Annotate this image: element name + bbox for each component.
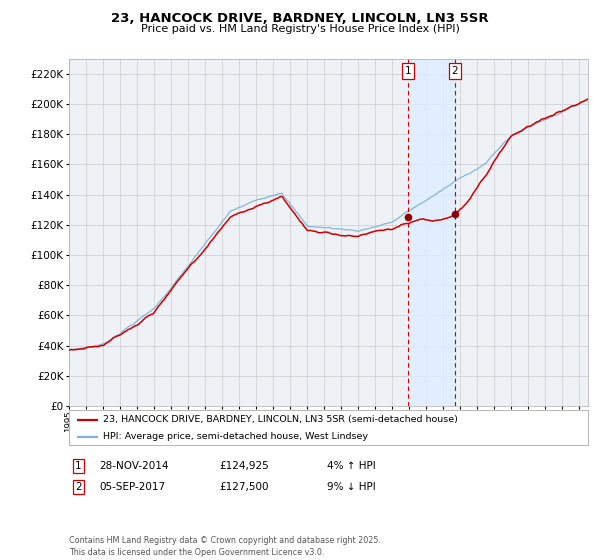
Text: 23, HANCOCK DRIVE, BARDNEY, LINCOLN, LN3 5SR: 23, HANCOCK DRIVE, BARDNEY, LINCOLN, LN3… xyxy=(111,12,489,25)
Text: 2: 2 xyxy=(75,482,82,492)
Text: 28-NOV-2014: 28-NOV-2014 xyxy=(99,461,169,471)
Text: Contains HM Land Registry data © Crown copyright and database right 2025.
This d: Contains HM Land Registry data © Crown c… xyxy=(69,536,381,557)
Text: 2: 2 xyxy=(452,66,458,76)
Text: 9% ↓ HPI: 9% ↓ HPI xyxy=(327,482,376,492)
Text: HPI: Average price, semi-detached house, West Lindsey: HPI: Average price, semi-detached house,… xyxy=(103,432,368,441)
Text: 1: 1 xyxy=(404,66,411,76)
Text: 23, HANCOCK DRIVE, BARDNEY, LINCOLN, LN3 5SR (semi-detached house): 23, HANCOCK DRIVE, BARDNEY, LINCOLN, LN3… xyxy=(103,416,458,424)
Text: 05-SEP-2017: 05-SEP-2017 xyxy=(99,482,165,492)
Text: £127,500: £127,500 xyxy=(219,482,269,492)
Text: 4% ↑ HPI: 4% ↑ HPI xyxy=(327,461,376,471)
Text: 1: 1 xyxy=(75,461,82,471)
Text: £124,925: £124,925 xyxy=(219,461,269,471)
Text: Price paid vs. HM Land Registry's House Price Index (HPI): Price paid vs. HM Land Registry's House … xyxy=(140,24,460,34)
Bar xyxy=(408,59,455,406)
